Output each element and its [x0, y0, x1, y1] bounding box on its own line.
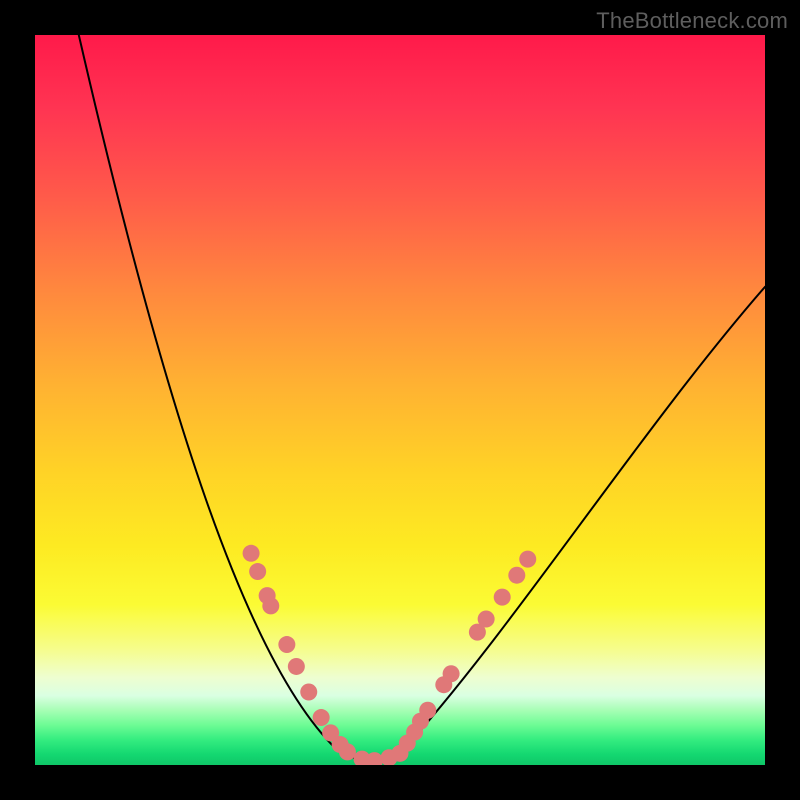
data-marker — [494, 589, 511, 606]
data-marker — [300, 684, 317, 701]
data-marker — [478, 611, 495, 628]
plot-svg — [35, 35, 765, 765]
data-marker — [262, 597, 279, 614]
plot-area — [35, 35, 765, 765]
data-marker — [243, 545, 260, 562]
data-marker — [288, 658, 305, 675]
data-marker — [519, 551, 536, 568]
data-marker — [508, 567, 525, 584]
data-marker — [419, 702, 436, 719]
data-marker — [313, 709, 330, 726]
data-marker — [443, 665, 460, 682]
data-marker — [249, 563, 266, 580]
data-marker — [339, 743, 356, 760]
chart-container: TheBottleneck.com — [0, 0, 800, 800]
data-marker — [278, 636, 295, 653]
watermark-text: TheBottleneck.com — [596, 8, 788, 34]
gradient-background — [35, 35, 765, 765]
